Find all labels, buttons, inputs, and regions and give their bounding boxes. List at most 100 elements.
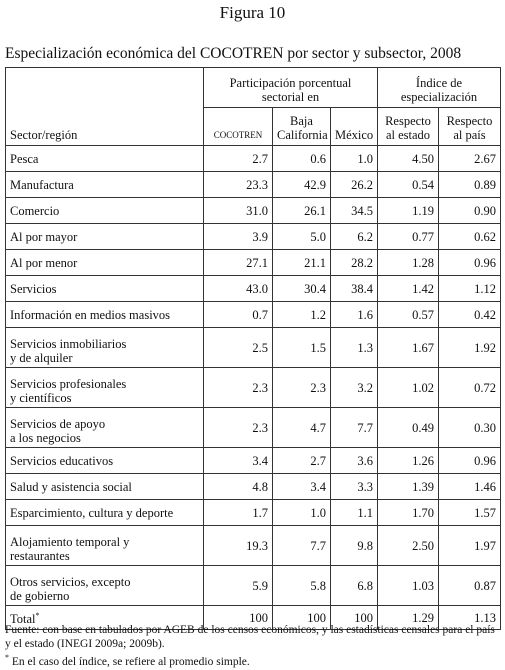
row-label: Comercio [5, 197, 204, 224]
text-line: Comercio [10, 203, 60, 218]
row-label: Pesca [5, 145, 204, 172]
table-head: Sector/región Participación porcentual sec… [5, 67, 501, 146]
cell-value: 30.4 [272, 275, 331, 302]
cell-value: 2.5 [203, 327, 273, 368]
text-line: México [335, 128, 374, 142]
table-row: Al por menor 27.1 21.1 28.2 1.28 0.96 [5, 249, 501, 276]
cell-value: 0.57 [377, 301, 439, 328]
cell-value: 1.12 [438, 275, 501, 302]
table-title: Especialización económica del COCOTREN p… [5, 45, 462, 62]
header-row: Sector/región Participación porcentual sec… [5, 67, 501, 146]
cell-value: 1.3 [330, 327, 378, 368]
text-line: Participación porcentual [229, 76, 352, 90]
cell-value: 3.3 [330, 473, 378, 500]
text-line: Servicios de apoyo [10, 417, 106, 431]
cell-value: 0.90 [438, 197, 501, 224]
cell-value: 2.3 [203, 407, 273, 448]
group-header: Participación porcentual sectorial en [203, 67, 378, 108]
text-line: Servicios [10, 281, 57, 296]
table-row: Alojamiento temporal y restaurantes 19.3 7.… [5, 525, 501, 566]
text-line: Baja [290, 114, 313, 128]
row-label: Total* [5, 605, 204, 630]
cell-value: 4.50 [377, 145, 439, 172]
cell-value: 2.3 [203, 367, 273, 408]
row-label: Alojamiento temporal y restaurantes [5, 525, 204, 566]
row-label: Al por mayor [5, 223, 204, 250]
text-line: Índice de [415, 76, 463, 90]
table-row: Servicios inmobiliarios y de alquiler 2.5 1… [5, 327, 501, 368]
footnote-marker: * [5, 653, 9, 662]
text-line: a los negocios [10, 431, 81, 445]
table-row: Pesca 2.7 0.6 1.0 4.50 2.67 [5, 145, 501, 172]
cell-value: 1.57 [438, 499, 501, 526]
cell-value: 21.1 [272, 249, 331, 276]
cell-value: 1.26 [377, 447, 439, 474]
cell-value: 1.42 [377, 275, 439, 302]
header-cell: Sector/región [5, 67, 204, 146]
table-row: Total* 100 100 100 1.29 1.13 [5, 605, 501, 630]
cell-value: 1.28 [377, 249, 439, 276]
cell-value: 4.7 [272, 407, 331, 448]
cell-value: 1.67 [377, 327, 439, 368]
cell-value: 100 [272, 605, 331, 630]
cell-value: 27.1 [203, 249, 273, 276]
cell-value: 1.46 [438, 473, 501, 500]
table-row: Servicios profesionales y científicos 2.3 2… [5, 367, 501, 408]
cell-value: 42.9 [272, 171, 331, 198]
cell-value: 0.96 [438, 249, 501, 276]
figure-label: Figura 10 [219, 3, 286, 22]
text-line: de gobierno [10, 589, 70, 603]
group-header: Índice de especialización [377, 67, 501, 108]
text-line: Esparcimiento, cultura y deporte [10, 505, 174, 520]
text-line: sectorial en [261, 90, 320, 104]
cell-value: 100 [330, 605, 378, 630]
cell-value: 0.54 [377, 171, 439, 198]
text-line: al país [453, 128, 486, 142]
cell-value: 0.6 [272, 145, 331, 172]
text-line: Sector/región [10, 128, 78, 142]
cell-value: 0.42 [438, 301, 501, 328]
table-row: Comercio 31.0 26.1 34.5 1.19 0.90 [5, 197, 501, 224]
cell-value: 1.70 [377, 499, 439, 526]
cell-value: 26.2 [330, 171, 378, 198]
cell-value: 0.30 [438, 407, 501, 448]
cell-value: 0.72 [438, 367, 501, 408]
cell-value: 1.13 [438, 605, 501, 630]
text-line: COCOTREN [213, 130, 263, 140]
text-line: y de alquiler [10, 351, 73, 365]
row-label: Al por menor [5, 249, 204, 276]
cell-value: 5.8 [272, 565, 331, 606]
cell-value: 38.4 [330, 275, 378, 302]
row-label: Información en medios masivos [5, 301, 204, 328]
text-line: y científicos [10, 391, 72, 405]
header-row: COCOTREN Baja California México Respecto al e… [6, 107, 501, 146]
text-line: especialización [400, 90, 478, 104]
text-line: Respecto [446, 114, 493, 128]
cell-value: 1.0 [330, 145, 378, 172]
cell-value: 1.39 [377, 473, 439, 500]
text-line: Total [10, 612, 36, 627]
cell-value: 0.87 [438, 565, 501, 606]
cell-value: 1.5 [272, 327, 331, 368]
cell-value: 2.7 [203, 145, 273, 172]
cell-value: 34.5 [330, 197, 378, 224]
row-label: Otros servicios, excepto de gobierno [5, 565, 204, 606]
table-row: Salud y asistencia social 4.8 3.4 3.3 1.39 1.… [5, 473, 501, 500]
text-line: Servicios profesionales [10, 377, 127, 391]
row-label: Servicios [5, 275, 204, 302]
table-row: Otros servicios, excepto de gobierno 5.9 5.… [5, 565, 501, 606]
cell-value: 0.89 [438, 171, 501, 198]
row-label: Servicios de apoyo a los negocios [5, 407, 204, 448]
cell-value: 1.19 [377, 197, 439, 224]
data-table: Sector/región Participación porcentual sec… [5, 67, 501, 630]
text-line: Información en medios masivos [10, 307, 171, 322]
cell-value: 2.67 [438, 145, 501, 172]
text-line: Servicios educativos [10, 453, 114, 468]
cell-value: 19.3 [203, 525, 273, 566]
cell-value: 9.8 [330, 525, 378, 566]
text-line: California [277, 128, 328, 142]
table-body: Pesca 2.7 0.6 1.0 4.50 2.67 Manufactura 23.3 42.… [5, 145, 501, 630]
table-row: Servicios de apoyo a los negocios 2.3 4.7 7.… [5, 407, 501, 448]
cell-value: 23.3 [203, 171, 273, 198]
